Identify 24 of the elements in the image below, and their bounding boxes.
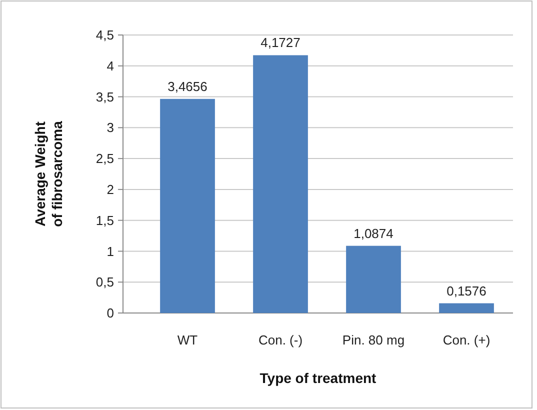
bar bbox=[439, 303, 494, 313]
y-tick-label: 0,5 bbox=[96, 274, 114, 290]
data-label: 4,1727 bbox=[260, 35, 300, 50]
x-axis-title: Type of treatment bbox=[260, 370, 377, 386]
x-tick-label: Con. (+) bbox=[442, 332, 490, 348]
x-tick-label: WT bbox=[177, 332, 198, 348]
y-tick-label: 4,5 bbox=[96, 28, 114, 43]
y-tick-label: 2 bbox=[106, 182, 114, 197]
y-tick-label: 0 bbox=[106, 306, 114, 321]
x-tick-label: Pin. 80 mg bbox=[342, 332, 405, 348]
x-tick-label: Con. (-) bbox=[258, 332, 303, 348]
y-tick-label: 2,5 bbox=[96, 151, 114, 166]
y-tick-label: 1,5 bbox=[96, 212, 114, 228]
y-tick-label: 1 bbox=[106, 244, 114, 259]
data-label: 1,0874 bbox=[354, 226, 394, 241]
y-tick-label: 3,5 bbox=[96, 89, 114, 104]
y-tick-label: 4 bbox=[106, 58, 114, 74]
bar bbox=[160, 98, 215, 313]
data-label: 0,1576 bbox=[446, 283, 486, 298]
bar bbox=[253, 55, 308, 313]
y-tick-label: 3 bbox=[106, 120, 114, 136]
data-label: 3,4656 bbox=[168, 78, 208, 94]
y-axis-title: Average Weight of fibrosarcoma bbox=[32, 120, 65, 227]
bar bbox=[346, 246, 401, 313]
